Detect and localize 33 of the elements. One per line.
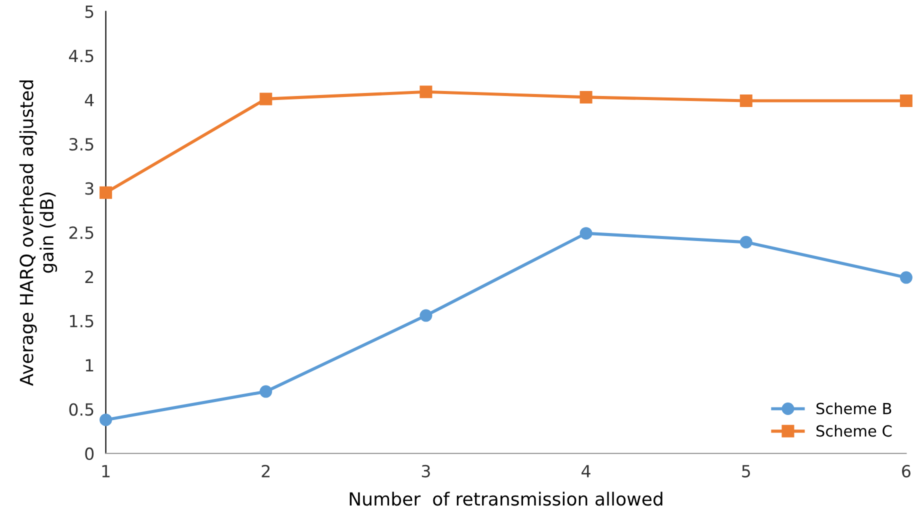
y-tick-label: 4: [84, 94, 94, 106]
x-tick-label: 2: [262, 464, 270, 478]
x-tick-label: 3: [422, 464, 430, 478]
x-tick-label: 1: [102, 465, 110, 478]
legend-label: Scheme C: [816, 424, 892, 437]
y-tick-label: 5: [85, 6, 94, 18]
y-tick-label: 3: [85, 182, 94, 195]
point: [260, 385, 272, 398]
y-tick-label: 1.5: [70, 315, 94, 328]
y-tick-label: 0.5: [69, 403, 94, 416]
point: [900, 94, 912, 107]
point: [580, 90, 592, 104]
point: [100, 186, 112, 199]
y-tick-label: 3.5: [69, 138, 94, 151]
y-tick-label: 2: [85, 270, 94, 283]
point: [420, 309, 432, 322]
point: [740, 236, 752, 248]
point: [740, 94, 752, 107]
y-tick-label: 2.5: [69, 226, 94, 240]
y-tick-label: 1: [86, 359, 94, 372]
y-tick-label: 4.5: [69, 50, 94, 62]
x-tick-label: 5: [742, 465, 750, 478]
point: [100, 414, 112, 426]
x-axis-title: Number of retransmission allowed: [350, 492, 662, 506]
x-tick-label: 6: [902, 464, 910, 478]
point: [420, 86, 432, 98]
x-tick-label: 4: [582, 465, 590, 478]
y-tick-label: 0: [85, 447, 94, 460]
point: [260, 92, 272, 106]
y-axis-title: Average HARQ overhead adjusted gain (dB): [19, 80, 58, 386]
point: [580, 227, 592, 240]
point: [900, 271, 912, 284]
legend-label: Scheme B: [816, 402, 892, 414]
